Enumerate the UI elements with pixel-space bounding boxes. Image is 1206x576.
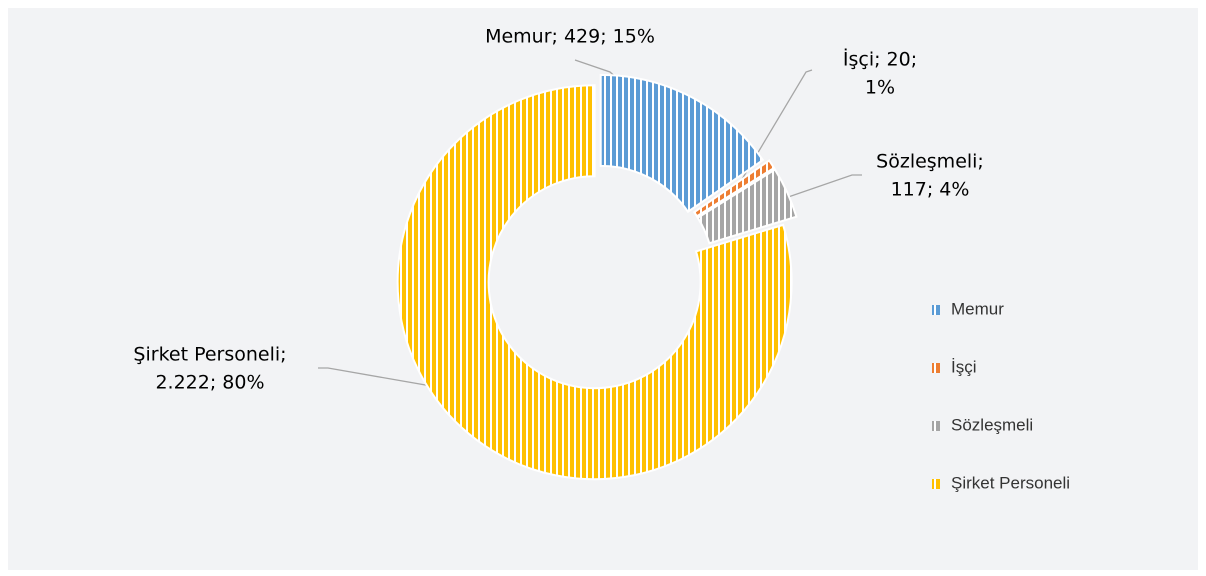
donut-slice — [692, 159, 776, 218]
legend-marker — [932, 421, 940, 431]
data-label: İşçi; 20; — [843, 48, 917, 71]
data-label: 2.222; 80% — [155, 372, 264, 394]
legend-label: İşçi — [951, 357, 977, 376]
data-label: Sözleşmeli; — [876, 151, 984, 173]
data-label: Memur; 429; 15% — [485, 26, 655, 48]
leader-line — [737, 69, 813, 187]
data-label: 1% — [865, 77, 895, 99]
data-label: Şirket Personeli; — [133, 344, 286, 366]
legend-marker — [932, 479, 940, 489]
legend-marker — [932, 363, 940, 373]
data-label: 117; 4% — [891, 179, 970, 201]
legend-label: Memur — [951, 299, 1004, 318]
donut-slice — [599, 73, 765, 214]
donut-slice — [696, 168, 798, 245]
donut-slice — [396, 84, 793, 481]
legend-label: Şirket Personeli — [951, 473, 1070, 492]
legend-marker — [932, 305, 940, 315]
legend-label: Sözleşmeli — [951, 415, 1033, 434]
